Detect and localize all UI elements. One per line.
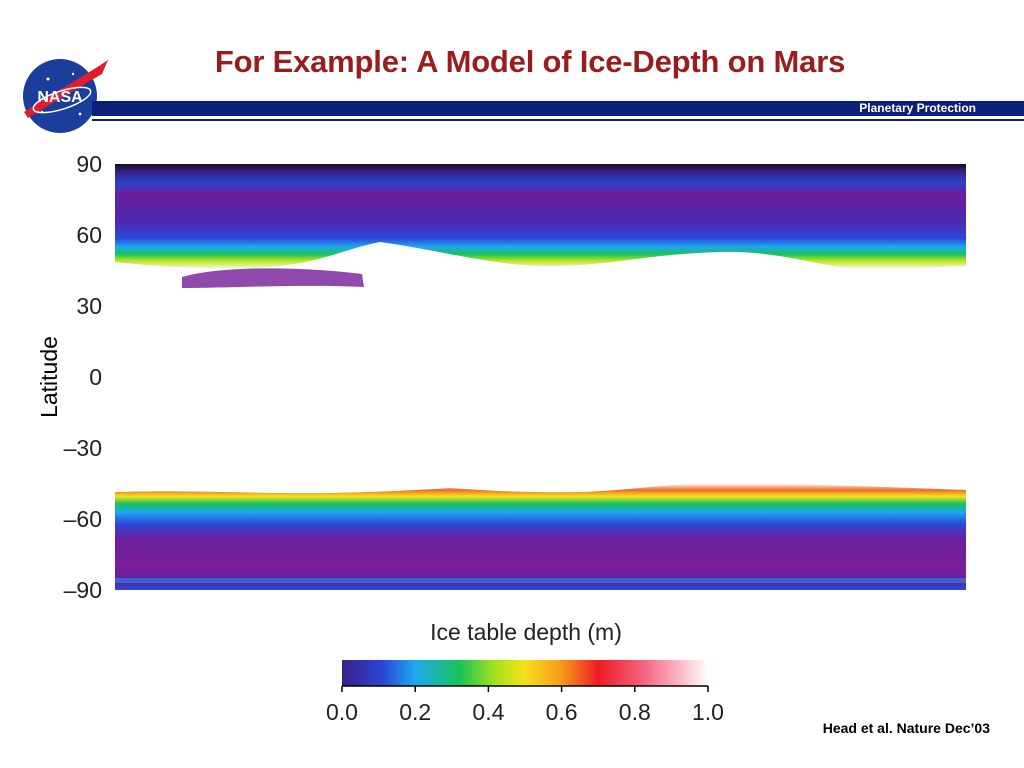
- y-axis-label: Latitude: [36, 336, 62, 418]
- header-bar-rule: [92, 119, 1024, 121]
- y-axis-ticks: 90 60 30 0 –30 –60 –90: [64, 151, 102, 603]
- colorbar-tick-label: 1.0: [692, 699, 724, 725]
- header-bar: [92, 101, 1024, 116]
- north-scattered-patch: [182, 268, 364, 288]
- y-tick-label: –30: [64, 435, 102, 461]
- colorbar-ticks: 0.0 0.2 0.4 0.6 0.8 1.0: [326, 686, 724, 725]
- south-ice-band: [115, 483, 966, 590]
- colorbar-label: Ice table depth (m): [430, 619, 622, 645]
- nasa-logo-text: NASA: [37, 89, 83, 106]
- colorbar-tick-label: 0.0: [326, 699, 358, 725]
- y-tick-label: 0: [89, 364, 102, 390]
- y-tick-label: 30: [76, 293, 102, 319]
- north-ice-band: [115, 164, 966, 271]
- heatmap-plot-area: [115, 164, 966, 590]
- slide-title: For Example: A Model of Ice-Depth on Mar…: [214, 44, 846, 79]
- colorbar-tick-label: 0.2: [399, 699, 431, 725]
- colorbar-tick-label: 0.4: [472, 699, 504, 725]
- banner-label: Planetary Protection: [859, 101, 976, 115]
- nasa-logo: NASA: [18, 54, 110, 138]
- colorbar-tick-label: 0.8: [619, 699, 651, 725]
- colorbar: [342, 660, 708, 686]
- citation: Head et al. Nature Dec’03: [822, 720, 990, 736]
- colorbar-tick-label: 0.6: [546, 699, 578, 725]
- ice-depth-chart: 90 60 30 0 –30 –60 –90 Latitude Ice table dept…: [36, 151, 966, 725]
- south-pole-strip: [115, 578, 966, 583]
- y-tick-label: 90: [76, 151, 102, 177]
- y-tick-label: 60: [76, 222, 102, 248]
- y-tick-label: –90: [64, 577, 102, 603]
- y-tick-label: –60: [64, 506, 102, 532]
